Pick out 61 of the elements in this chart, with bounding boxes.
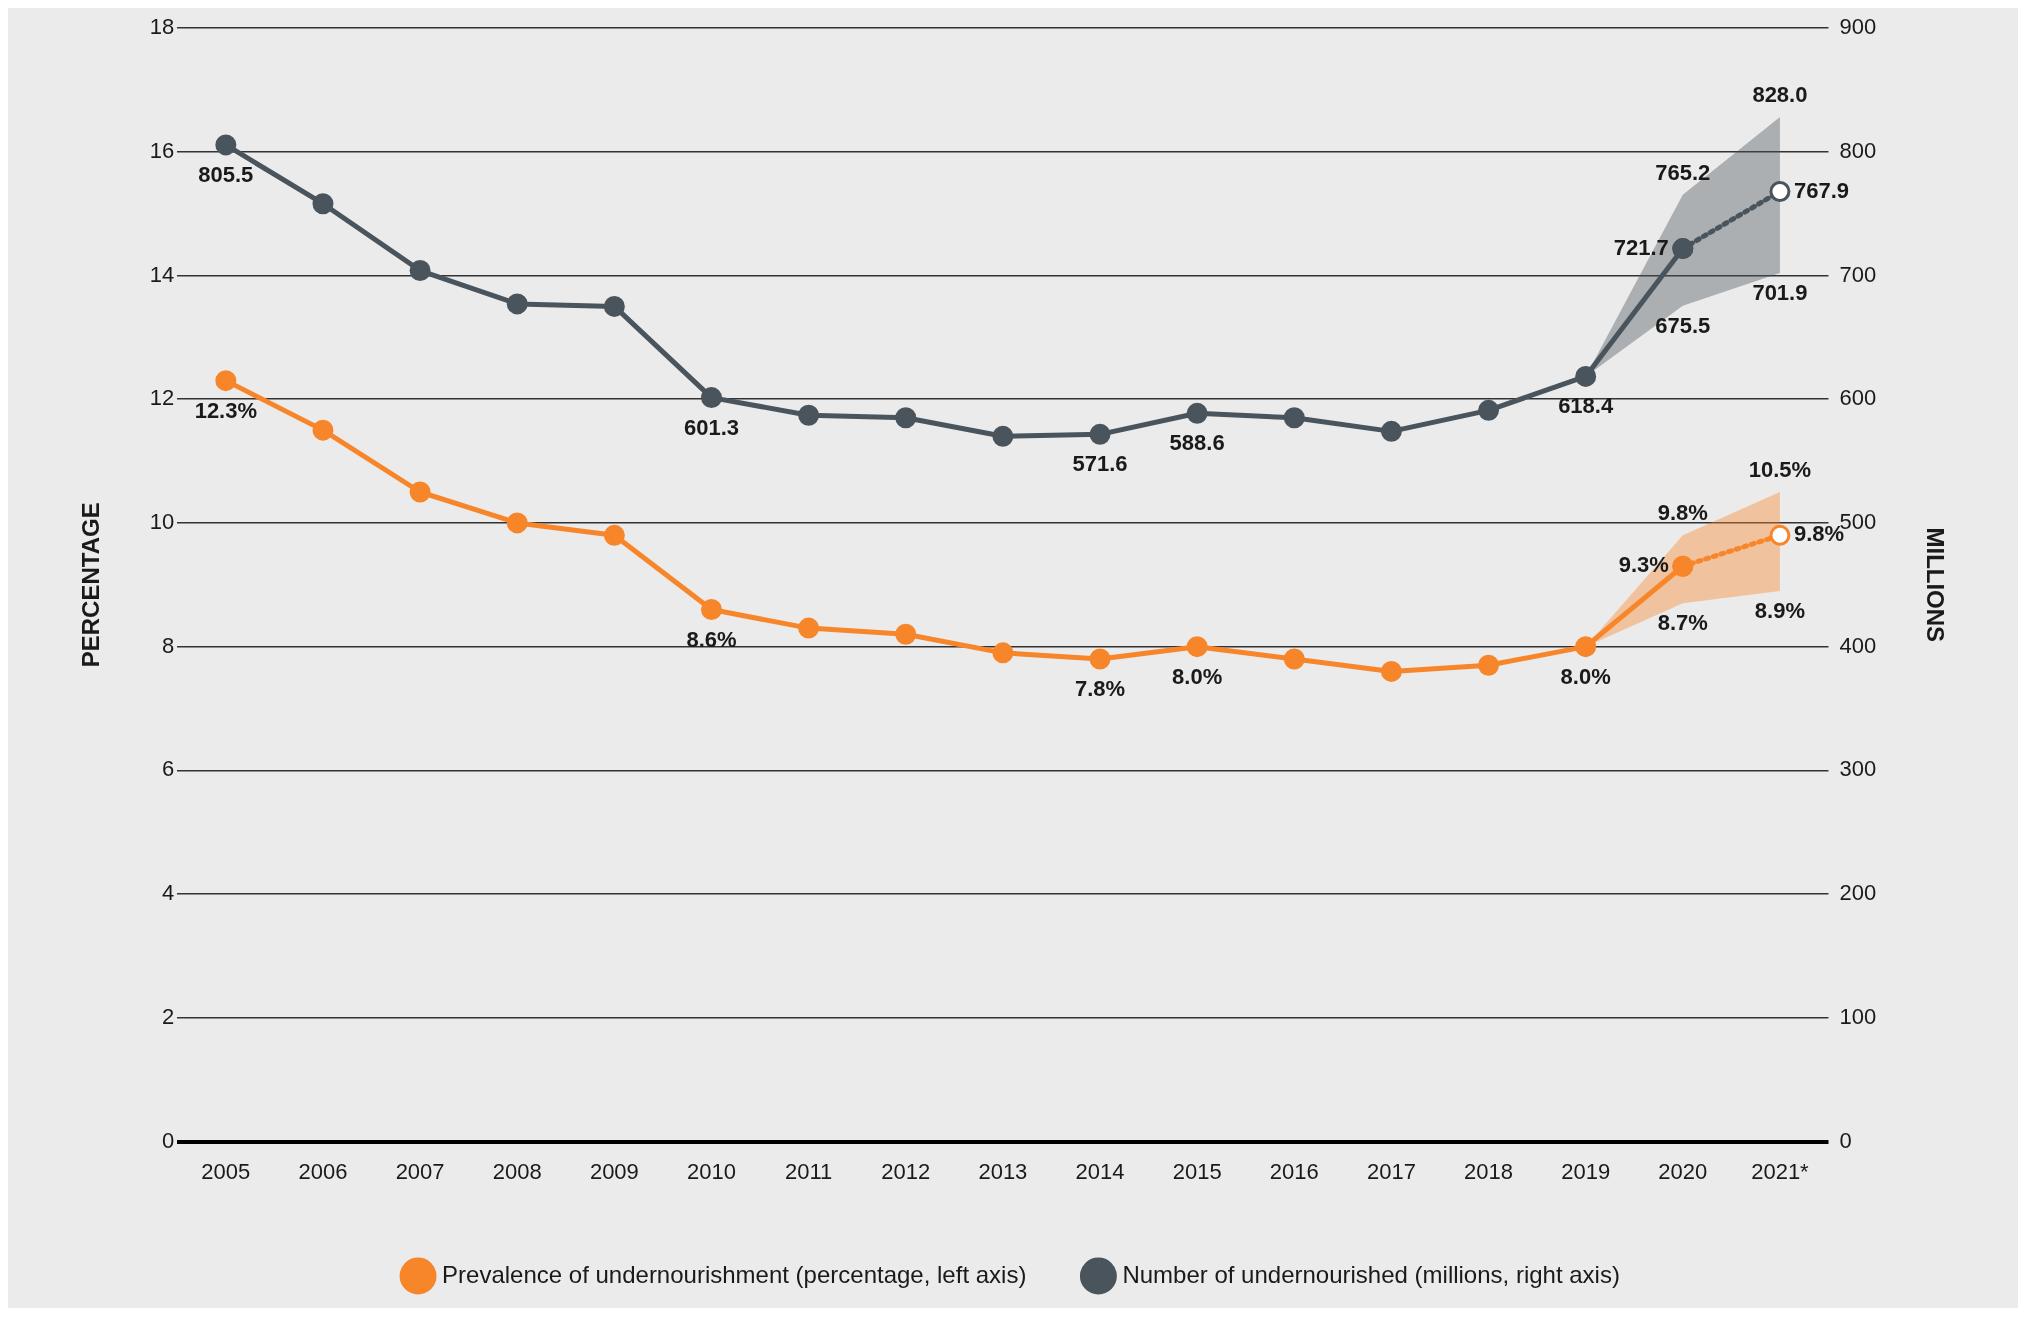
y2-tick-label: 800: [1839, 137, 1877, 163]
data-label: 9.3%: [1618, 552, 1669, 578]
y2-tick-label: 200: [1839, 880, 1877, 906]
annotation: 10.5%: [1748, 457, 1812, 483]
data-label: 588.6: [1169, 430, 1225, 456]
y-tick-label: 2: [162, 1003, 175, 1029]
y-tick-label: 0: [162, 1127, 175, 1153]
data-label: 8.6%: [686, 626, 737, 652]
annotation: 765.2: [1655, 159, 1711, 185]
x-tick-label: 2013: [978, 1158, 1028, 1184]
annotation: 675.5: [1655, 312, 1711, 338]
y2-tick-label: 300: [1839, 756, 1877, 782]
y2-tick-label: 0: [1839, 1127, 1852, 1153]
legend-label: Number of undernourished (millions, right axis): [1122, 1260, 1620, 1288]
data-label: 805.5: [198, 161, 254, 187]
x-tick-label: 2019: [1561, 1158, 1611, 1184]
y-tick-label: 6: [162, 756, 175, 782]
data-label: 7.8%: [1074, 676, 1126, 702]
x-tick-label: 2008: [492, 1158, 542, 1184]
x-tick-label: 2017: [1366, 1158, 1416, 1184]
x-tick-label: 2014: [1075, 1158, 1125, 1184]
annotation: 701.9: [1752, 280, 1808, 306]
annotation: 9.8%: [1657, 500, 1708, 526]
data-label: 767.9: [1793, 177, 1849, 203]
y2-tick-label: 400: [1839, 632, 1877, 658]
y-tick-label: 18: [149, 14, 175, 40]
x-tick-label: 2009: [589, 1158, 639, 1184]
y2-tick-label: 700: [1839, 261, 1877, 287]
data-label: 571.6: [1072, 451, 1128, 477]
y2-tick-label: 600: [1839, 385, 1877, 411]
y2-tick-label: 100: [1839, 1003, 1877, 1029]
annotation: 8.9%: [1754, 598, 1806, 624]
annotation: 8.7%: [1657, 610, 1708, 636]
y-tick-label: 10: [149, 509, 175, 534]
y-axis-title: PERCENTAGE: [77, 502, 105, 668]
x-tick-label: 2012: [881, 1158, 931, 1184]
x-tick-label: 2011: [784, 1158, 833, 1184]
x-tick-label: 2018: [1464, 1158, 1514, 1184]
x-tick-label: 2007: [395, 1158, 445, 1184]
x-tick-label: 2016: [1269, 1158, 1319, 1184]
y-tick-label: 14: [149, 261, 175, 287]
data-label: 8.0%: [1560, 663, 1611, 689]
data-label: 12.3%: [194, 397, 258, 423]
legend-label: Prevalence of undernourishment (percentage, left axis): [442, 1260, 1027, 1288]
x-tick-label: 2005: [201, 1158, 251, 1184]
y-tick-label: 8: [162, 632, 175, 658]
annotation: 828.0: [1752, 82, 1808, 108]
y-tick-label: 12: [149, 385, 175, 411]
y2-tick-label: 900: [1839, 14, 1877, 40]
x-tick-label: 2006: [298, 1158, 348, 1184]
x-tick-label: 2010: [687, 1158, 736, 1184]
data-label: 618.4: [1558, 393, 1614, 419]
y-tick-label: 16: [149, 137, 175, 163]
data-label: 601.3: [683, 414, 740, 440]
data-label: 8.0%: [1172, 663, 1223, 689]
y-tick-label: 4: [162, 880, 175, 906]
data-label: 721.7: [1613, 234, 1669, 260]
x-tick-label: 2021*: [1751, 1158, 1810, 1184]
x-tick-label: 2015: [1172, 1158, 1222, 1184]
y2-axis-title: MILLIONS: [1921, 527, 1949, 643]
x-tick-label: 2020: [1658, 1158, 1708, 1184]
